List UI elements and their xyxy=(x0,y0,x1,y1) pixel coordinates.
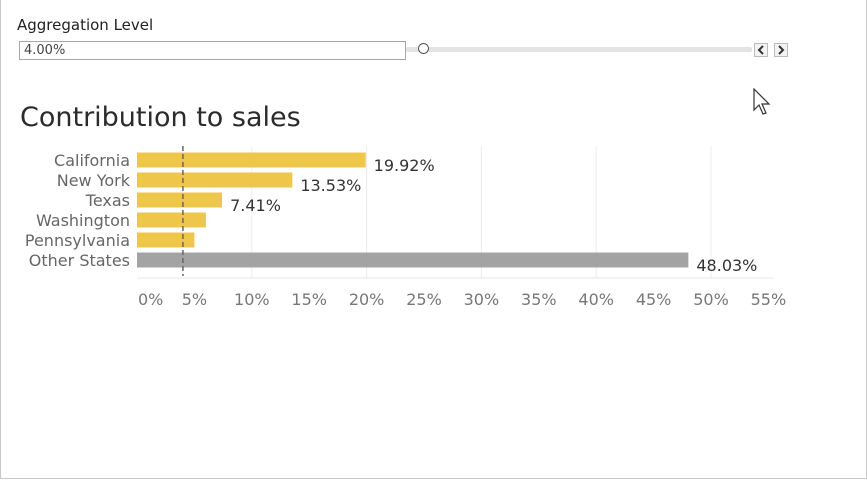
data-label: 13.53% xyxy=(300,176,361,195)
x-tick-label: 55% xyxy=(751,290,787,309)
x-tick-label: 30% xyxy=(464,290,500,309)
x-tick-label: 40% xyxy=(578,290,614,309)
category-label: New York xyxy=(57,171,131,190)
bar-pennsylvania[interactable] xyxy=(137,232,195,248)
category-label: Texas xyxy=(85,191,130,210)
bar-other-states[interactable] xyxy=(137,252,689,268)
bar-new-york[interactable] xyxy=(137,172,293,188)
increment-button[interactable] xyxy=(774,43,788,57)
aggregation-level-slider-track[interactable] xyxy=(406,47,752,52)
x-tick-label: 25% xyxy=(406,290,442,309)
data-labels: 19.92% 13.53% 7.41% 48.03% xyxy=(230,156,757,275)
x-tick-label: 50% xyxy=(693,290,729,309)
data-label: 7.41% xyxy=(230,196,281,215)
category-label: Washington xyxy=(36,211,130,230)
category-label: Other States xyxy=(29,251,130,270)
chevron-right-icon xyxy=(778,45,785,55)
aggregation-level-input[interactable]: 4.00% xyxy=(19,41,406,60)
bars xyxy=(137,152,689,268)
x-tick-label: 5% xyxy=(182,290,207,309)
x-tick-label: 35% xyxy=(521,290,557,309)
mouse-cursor-icon xyxy=(753,88,771,115)
chart-title: Contribution to sales xyxy=(20,102,301,133)
parameter-label: Aggregation Level xyxy=(17,16,154,34)
data-label: 48.03% xyxy=(696,256,757,275)
x-tick-label: 0% xyxy=(138,290,163,309)
aggregation-level-slider-thumb[interactable] xyxy=(418,43,429,54)
x-tick-label: 10% xyxy=(234,290,270,309)
category-label: California xyxy=(54,151,130,170)
chevron-left-icon xyxy=(757,45,764,55)
x-tick-label: 20% xyxy=(349,290,385,309)
data-label: 19.92% xyxy=(374,156,435,175)
x-tick-label: 45% xyxy=(636,290,672,309)
bar-california[interactable] xyxy=(137,152,366,168)
grid-lines xyxy=(137,146,774,279)
x-tick-label: 15% xyxy=(291,290,327,309)
category-label: Pennsylvania xyxy=(25,231,130,250)
bar-washington[interactable] xyxy=(137,212,206,228)
x-axis-ticks: 0% 5% 10% 15% 20% 25% 30% 35% 40% 45% 50% 55% xyxy=(138,290,786,309)
decrement-button[interactable] xyxy=(754,43,768,57)
bar-texas[interactable] xyxy=(137,192,223,208)
